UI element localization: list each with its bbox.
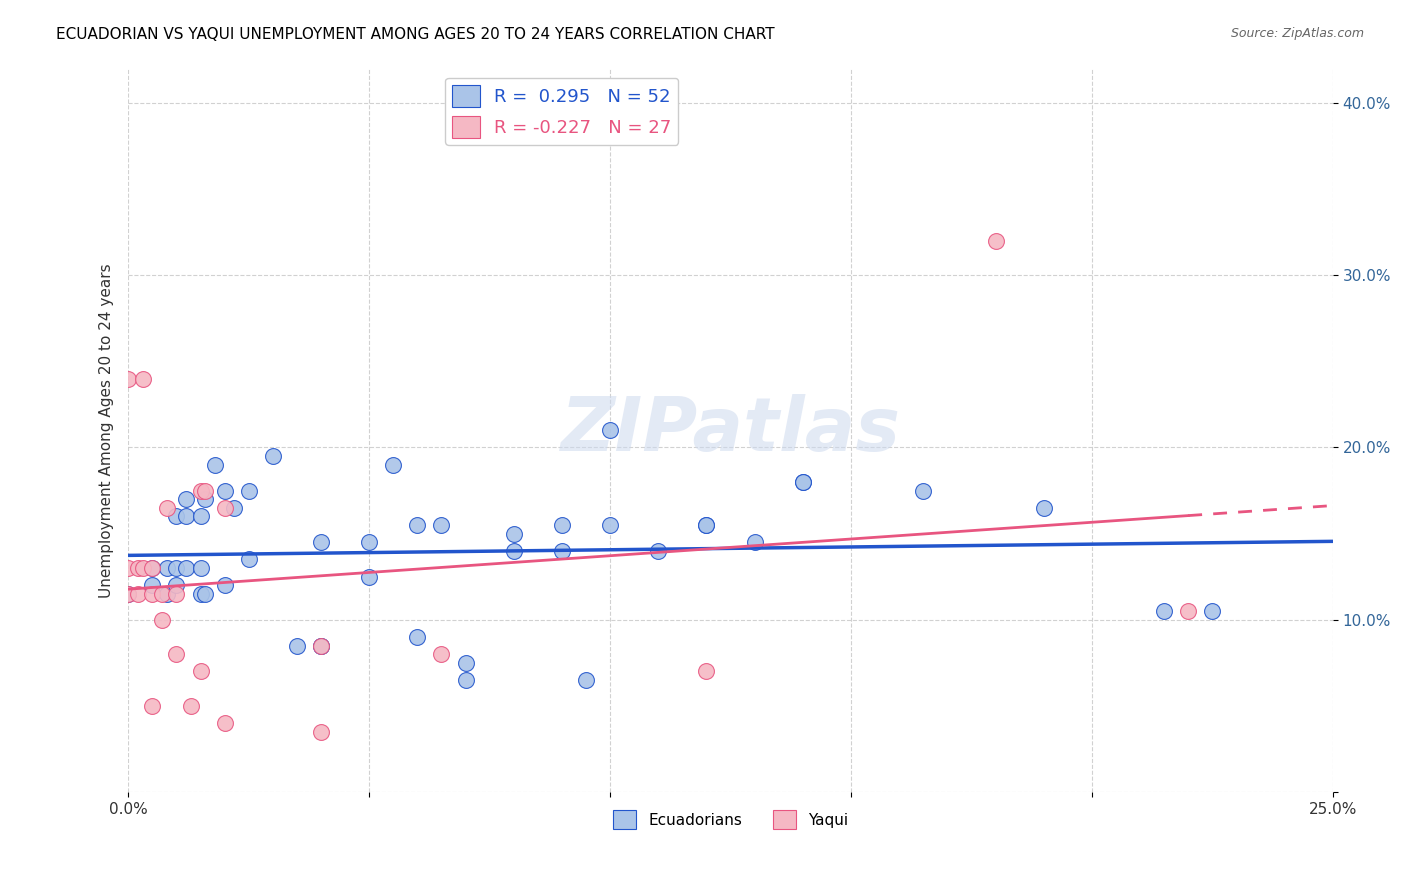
Point [141, 578, 163, 592]
Point [141, 561, 163, 575]
Point [165, 647, 187, 661]
Point [285, 639, 308, 653]
Point [141, 587, 163, 601]
Point [131, 371, 153, 385]
Point [359, 569, 381, 583]
Point [309, 535, 332, 549]
Point [224, 500, 246, 515]
Point [359, 535, 381, 549]
Point [502, 544, 524, 558]
Point [204, 458, 226, 472]
Point [575, 673, 598, 687]
Point [156, 561, 179, 575]
Point [150, 613, 173, 627]
Point [141, 561, 163, 575]
Point [406, 630, 429, 644]
Point [792, 475, 814, 489]
Point [165, 587, 187, 601]
Point [190, 587, 212, 601]
Point [309, 639, 332, 653]
Point [165, 509, 187, 524]
Point [174, 561, 197, 575]
Point [117, 587, 139, 601]
Point [165, 578, 187, 592]
Point [551, 544, 574, 558]
Point [430, 518, 453, 533]
Point [117, 371, 139, 385]
Point [214, 500, 236, 515]
Point [454, 656, 477, 670]
Point [141, 698, 163, 713]
Legend: Ecuadorians, Yaqui: Ecuadorians, Yaqui [607, 804, 853, 835]
Point [984, 234, 1007, 248]
Point [454, 673, 477, 687]
Point [194, 492, 217, 507]
Point [382, 458, 405, 472]
Point [238, 552, 260, 566]
Point [214, 716, 236, 731]
Point [174, 509, 197, 524]
Point [695, 518, 717, 533]
Point [117, 561, 139, 575]
Point [647, 544, 669, 558]
Point [156, 587, 179, 601]
Point [1177, 604, 1199, 618]
Point [194, 483, 217, 498]
Point [309, 639, 332, 653]
Point [1032, 500, 1054, 515]
Point [695, 518, 717, 533]
Point [190, 509, 212, 524]
Point [309, 639, 332, 653]
Point [238, 483, 260, 498]
Point [262, 449, 284, 463]
Point [194, 587, 217, 601]
Point [117, 587, 139, 601]
Point [406, 518, 429, 533]
Point [156, 500, 179, 515]
Point [190, 483, 212, 498]
Point [430, 647, 453, 661]
Point [190, 561, 212, 575]
Point [912, 483, 935, 498]
Y-axis label: Unemployment Among Ages 20 to 24 years: Unemployment Among Ages 20 to 24 years [100, 263, 114, 598]
Point [599, 518, 621, 533]
Point [165, 561, 187, 575]
Point [180, 698, 202, 713]
Point [309, 724, 332, 739]
Point [131, 561, 153, 575]
Point [190, 665, 212, 679]
Point [127, 561, 149, 575]
Point [150, 587, 173, 601]
Point [551, 518, 574, 533]
Point [214, 483, 236, 498]
Point [174, 492, 197, 507]
Point [744, 535, 766, 549]
Point [1153, 604, 1175, 618]
Point [599, 423, 621, 437]
Text: ZIPatlas: ZIPatlas [561, 393, 900, 467]
Point [127, 587, 149, 601]
Point [792, 475, 814, 489]
Point [214, 578, 236, 592]
Point [695, 665, 717, 679]
Text: Source: ZipAtlas.com: Source: ZipAtlas.com [1230, 27, 1364, 40]
Point [1201, 604, 1223, 618]
Text: ECUADORIAN VS YAQUI UNEMPLOYMENT AMONG AGES 20 TO 24 YEARS CORRELATION CHART: ECUADORIAN VS YAQUI UNEMPLOYMENT AMONG A… [56, 27, 775, 42]
Point [502, 526, 524, 541]
